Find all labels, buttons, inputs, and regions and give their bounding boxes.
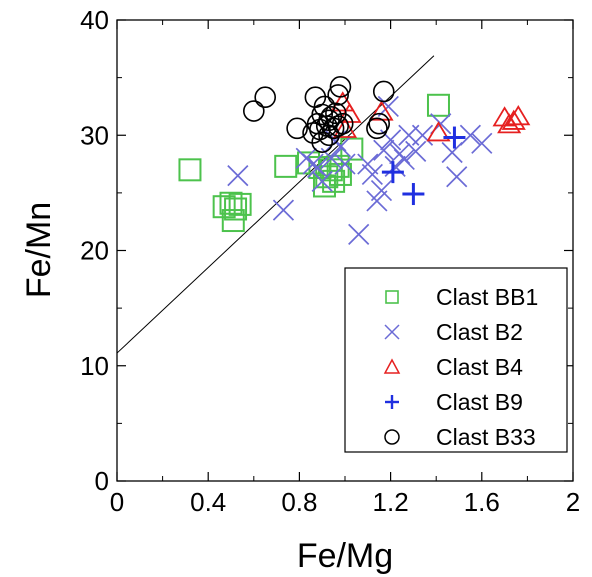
- data-point: [274, 154, 298, 178]
- x-tick-label: 0.8: [281, 487, 317, 517]
- legend-label: Clast B33: [436, 424, 536, 450]
- data-point: [334, 153, 356, 175]
- data-point: [327, 84, 349, 106]
- series-clast-b2: [227, 95, 493, 245]
- data-point: [377, 95, 399, 118]
- data-point: [381, 161, 404, 184]
- legend-label: Clast B2: [436, 319, 523, 345]
- x-axis-label: Fe/Mg: [297, 537, 393, 575]
- legend-label: Clast B4: [436, 354, 523, 380]
- data-point: [411, 124, 434, 146]
- data-point: [224, 197, 248, 221]
- data-point: [326, 154, 350, 178]
- data-point: [311, 170, 333, 192]
- data-point: [446, 166, 468, 188]
- y-tick-label: 0: [95, 466, 109, 496]
- data-point: [311, 103, 334, 126]
- x-tick-label: 0.4: [190, 487, 226, 517]
- data-point: [426, 121, 451, 142]
- data-point: [426, 93, 450, 117]
- data-point: [228, 192, 252, 216]
- data-point: [254, 86, 277, 109]
- data-point: [331, 112, 354, 135]
- data-point: [307, 156, 329, 179]
- y-tick-label: 10: [80, 351, 109, 381]
- legend-marker: [383, 358, 401, 374]
- data-point: [219, 191, 243, 215]
- y-axis-label: Fe/Mn: [20, 202, 58, 298]
- data-point: [330, 91, 355, 112]
- data-point: [506, 105, 531, 126]
- data-point: [372, 80, 395, 103]
- data-point: [327, 115, 349, 137]
- x-tick-label: 0: [110, 487, 124, 517]
- legend: Clast BB1 Clast B2 Clast B4 Clast B9 Clast B…: [344, 267, 568, 453]
- data-point: [286, 117, 308, 140]
- legend-label: Clast BB1: [436, 284, 538, 310]
- series-clast-b33: [243, 76, 395, 153]
- y-tick-label: 40: [80, 5, 109, 35]
- data-point: [329, 76, 352, 98]
- x-tick-label: 1.6: [464, 487, 500, 517]
- data-point: [402, 183, 425, 206]
- x-tick-label: 1.2: [373, 487, 409, 517]
- data-point: [471, 132, 493, 154]
- series-clast-b9: [381, 126, 466, 206]
- data-point: [325, 102, 347, 125]
- reference-line: [116, 55, 435, 354]
- legend-marker: [385, 290, 399, 304]
- data-point: [441, 141, 463, 164]
- data-point: [370, 179, 393, 202]
- data-point: [178, 158, 202, 182]
- data-point: [501, 109, 526, 130]
- x-tick-label: 2: [566, 487, 580, 517]
- data-point: [405, 140, 427, 162]
- data-point: [311, 131, 334, 153]
- data-point: [361, 163, 383, 186]
- data-point: [332, 117, 358, 138]
- data-point: [366, 190, 388, 212]
- data-point: [459, 124, 482, 146]
- data-point: [348, 223, 370, 245]
- y-tick-label: 20: [80, 236, 109, 266]
- legend-marker: [384, 324, 400, 340]
- data-point: [357, 153, 379, 175]
- data-point: [272, 199, 295, 221]
- y-tick-label: 30: [80, 120, 109, 150]
- data-point: [393, 148, 415, 171]
- data-point: [329, 136, 352, 158]
- legend-marker: [384, 429, 400, 445]
- legend-label: Clast B9: [436, 389, 523, 415]
- legend-marker: [385, 395, 399, 409]
- data-point: [368, 112, 391, 135]
- data-point: [366, 117, 388, 140]
- data-point: [227, 164, 249, 187]
- data-point: [243, 100, 265, 122]
- data-point: [443, 126, 466, 149]
- data-point: [221, 209, 245, 233]
- data-point: [373, 139, 395, 161]
- legend-box: [344, 267, 568, 453]
